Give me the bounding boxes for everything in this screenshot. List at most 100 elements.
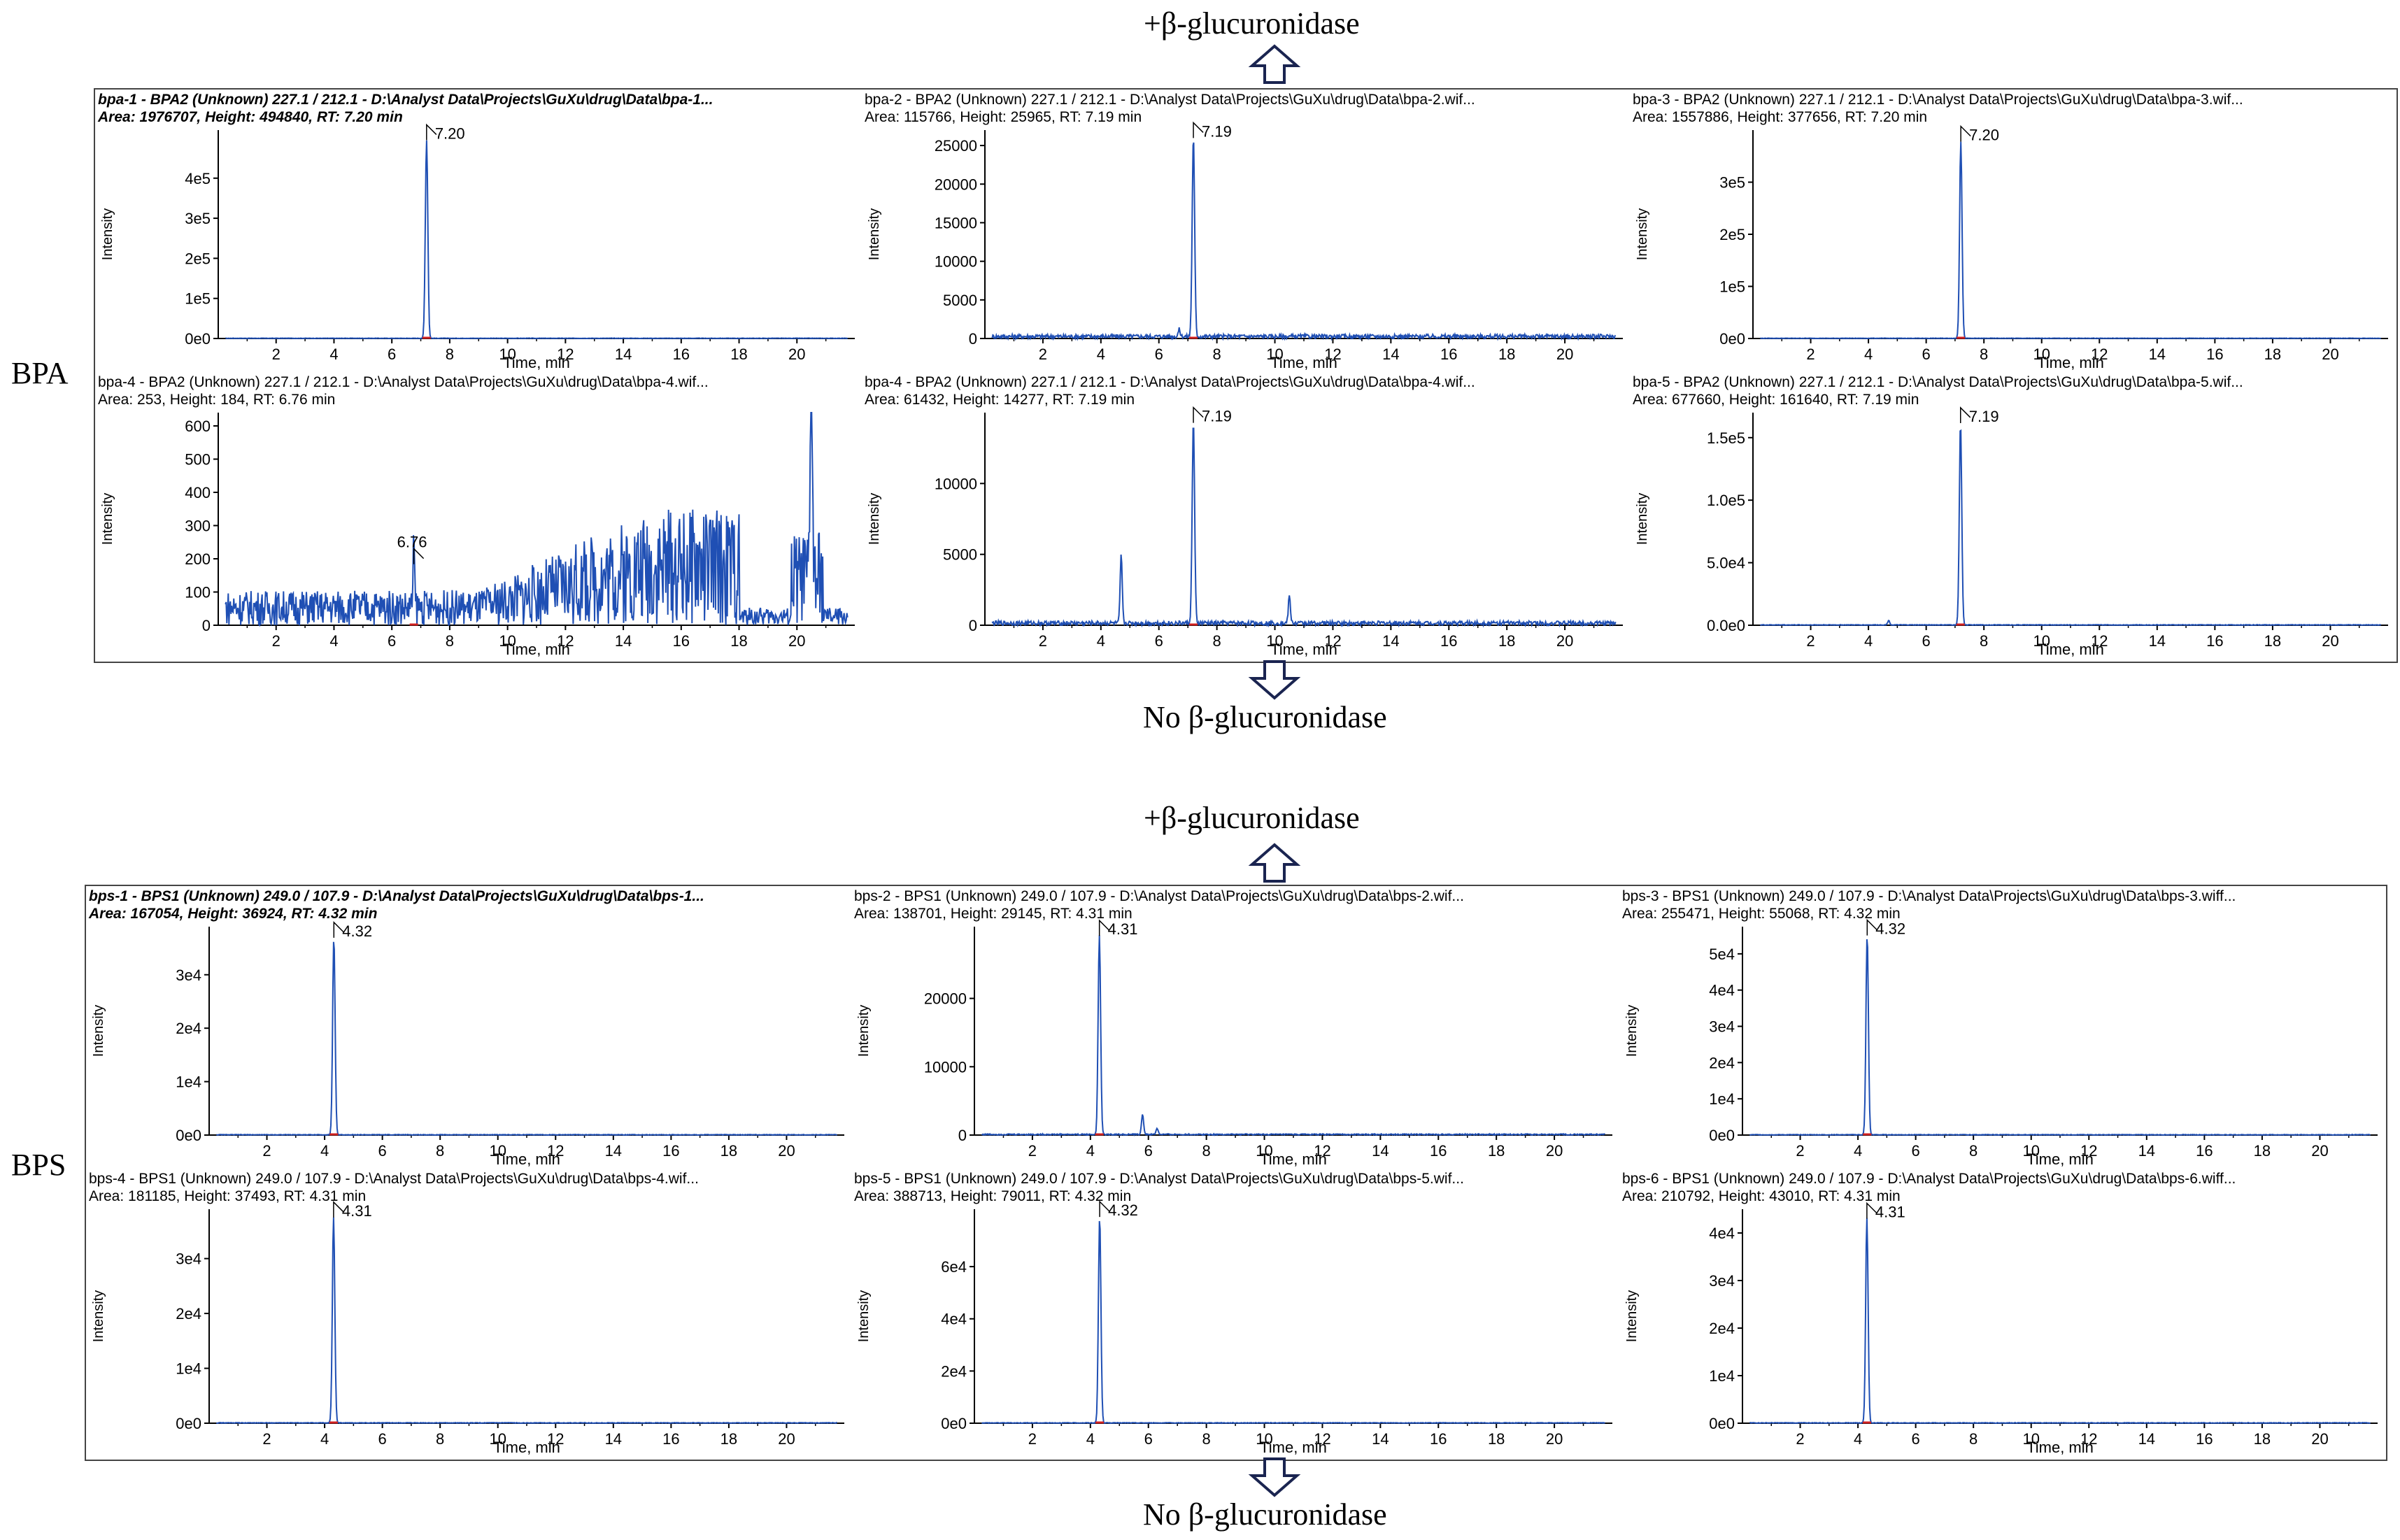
x-tick-label: 6 bbox=[1144, 1430, 1153, 1448]
x-tick-label: 12 bbox=[547, 1430, 564, 1448]
rt-label: 4.32 bbox=[1108, 1202, 1138, 1219]
x-tick-label: 4 bbox=[1854, 1430, 1862, 1448]
x-tick-label: 2 bbox=[1039, 345, 1047, 363]
x-tick-label: 12 bbox=[1314, 1430, 1330, 1448]
x-tick-label: 16 bbox=[2196, 1142, 2213, 1160]
y-tick-label: 4e4 bbox=[941, 1311, 967, 1328]
chromatogram-trace bbox=[991, 427, 1617, 628]
chromatogram-panel-1: bpa-1 - BPA2 (Unknown) 227.1 / 212.1 - D… bbox=[95, 90, 860, 372]
x-axis-label: Time, min bbox=[2026, 1150, 2094, 1168]
y-tick-label: 10000 bbox=[924, 1058, 967, 1076]
x-tick-label: 18 bbox=[2264, 632, 2281, 650]
chromatogram-trace bbox=[1749, 939, 2371, 1136]
x-tick-label: 4 bbox=[1864, 345, 1873, 363]
y-tick-label: 200 bbox=[185, 550, 211, 568]
y-tick-label: 1e5 bbox=[185, 290, 211, 308]
arrow-down-icon bbox=[1248, 660, 1301, 700]
x-axis-label: Time, min bbox=[2026, 1439, 2094, 1456]
rt-label: 6.76 bbox=[397, 534, 427, 551]
x-tick-label: 20 bbox=[1546, 1142, 1563, 1160]
y-tick-label: 4e5 bbox=[185, 170, 211, 187]
x-tick-label: 6 bbox=[388, 632, 396, 650]
x-tick-label: 20 bbox=[788, 345, 805, 363]
x-tick-label: 16 bbox=[2206, 345, 2223, 363]
x-tick-label: 18 bbox=[1498, 632, 1515, 650]
x-tick-label: 2 bbox=[1796, 1142, 1804, 1160]
x-axis-label: Time, min bbox=[1270, 354, 1337, 371]
bps-panel-group bbox=[85, 885, 2387, 1461]
y-tick-label: 1e4 bbox=[1709, 1367, 1735, 1385]
x-tick-label: 12 bbox=[557, 632, 574, 650]
y-tick-label: 3e5 bbox=[185, 210, 211, 227]
y-tick-label: 15000 bbox=[935, 214, 977, 231]
y-tick-label: 1e4 bbox=[1709, 1090, 1735, 1108]
rt-flag bbox=[1098, 919, 1110, 936]
rt-flag bbox=[413, 547, 425, 564]
y-tick-label: 3e4 bbox=[1709, 1272, 1735, 1290]
x-tick-label: 16 bbox=[2206, 632, 2223, 650]
x-axis-label: Time, min bbox=[2037, 354, 2104, 371]
x-tick-label: 2 bbox=[1796, 1430, 1804, 1448]
x-tick-label: 20 bbox=[778, 1430, 795, 1448]
rt-label: 7.20 bbox=[435, 124, 465, 142]
chromatogram-panel-4: bpa-4 - BPA2 (Unknown) 227.1 / 212.1 - D… bbox=[95, 372, 860, 659]
x-tick-label: 12 bbox=[547, 1142, 564, 1160]
y-tick-label: 400 bbox=[185, 484, 211, 501]
y-axis-label: Intensity bbox=[856, 1290, 872, 1342]
chromatogram-trace bbox=[991, 142, 1617, 341]
panel-title: bpa-5 - BPA2 (Unknown) 227.1 / 212.1 - D… bbox=[1633, 374, 2243, 390]
y-tick-label: 0e0 bbox=[185, 330, 211, 348]
rt-label: 4.32 bbox=[342, 922, 372, 940]
panel-title: bps-1 - BPS1 (Unknown) 249.0 / 107.9 - D… bbox=[89, 888, 704, 904]
y-axis-label: Intensity bbox=[856, 1005, 872, 1057]
chromatogram-trace bbox=[1760, 429, 2382, 627]
y-tick-label: 0e0 bbox=[176, 1415, 201, 1432]
panel-subtitle: Area: 61432, Height: 14277, RT: 7.19 min bbox=[865, 392, 1135, 408]
x-tick-label: 20 bbox=[1556, 632, 1573, 650]
x-tick-label: 6 bbox=[1155, 632, 1163, 650]
axis-lines bbox=[984, 413, 1623, 626]
y-tick-label: 0e0 bbox=[1719, 330, 1745, 348]
chromatogram-trace bbox=[216, 941, 837, 1136]
x-tick-label: 16 bbox=[1440, 632, 1457, 650]
panel-subtitle: Area: 115766, Height: 25965, RT: 7.19 mi… bbox=[865, 109, 1142, 125]
x-tick-label: 18 bbox=[1488, 1430, 1505, 1448]
panel-subtitle: Area: 1976707, Height: 494840, RT: 7.20 … bbox=[98, 109, 403, 125]
panel-subtitle: Area: 210792, Height: 43010, RT: 4.31 mi… bbox=[1622, 1188, 1901, 1204]
panel-title: bpa-2 - BPA2 (Unknown) 227.1 / 212.1 - D… bbox=[865, 92, 1475, 108]
y-tick-label: 5000 bbox=[943, 546, 977, 564]
x-tick-label: 20 bbox=[1556, 345, 1573, 363]
panel-title: bps-5 - BPS1 (Unknown) 249.0 / 107.9 - D… bbox=[854, 1171, 1464, 1187]
x-tick-label: 8 bbox=[1980, 632, 1988, 650]
x-tick-label: 12 bbox=[1324, 632, 1341, 650]
x-tick-label: 10 bbox=[2022, 1142, 2039, 1160]
x-tick-label: 2 bbox=[272, 345, 281, 363]
y-tick-label: 1e5 bbox=[1719, 278, 1745, 296]
chromatogram-panel-8: bps-2 - BPS1 (Unknown) 249.0 / 107.9 - D… bbox=[851, 886, 1618, 1169]
arrow-down-icon bbox=[1248, 1457, 1301, 1497]
x-tick-label: 4 bbox=[1097, 345, 1105, 363]
x-tick-label: 2 bbox=[272, 632, 281, 650]
x-tick-label: 10 bbox=[2033, 632, 2050, 650]
no-enzyme-label-top: No β-glucuronidase bbox=[1143, 700, 1387, 734]
plus-enzyme-label-top: +β-glucuronidase bbox=[1144, 6, 1360, 41]
y-tick-label: 20000 bbox=[935, 176, 977, 193]
x-tick-label: 2 bbox=[1039, 632, 1047, 650]
y-tick-label: 2e4 bbox=[941, 1362, 967, 1380]
x-tick-label: 10 bbox=[499, 345, 516, 363]
x-tick-label: 8 bbox=[446, 632, 454, 650]
chromatogram-plot: 2 4 6 8 10 12 14 16 18 20 0e0 1e4 2e4 3e4 4e4 Time, min… bbox=[1624, 1202, 2378, 1456]
x-tick-label: 18 bbox=[2254, 1430, 2271, 1448]
x-tick-label: 12 bbox=[1314, 1142, 1330, 1160]
panel-title: bpa-4 - BPA2 (Unknown) 227.1 / 212.1 - D… bbox=[865, 374, 1475, 390]
x-tick-label: 4 bbox=[1097, 632, 1105, 650]
chromatogram-plot: 2 4 6 8 10 12 14 16 18 200100200300400500600Time,… bbox=[100, 412, 855, 658]
panel-title: bpa-1 - BPA2 (Unknown) 227.1 / 212.1 - D… bbox=[98, 92, 713, 108]
panel-subtitle: Area: 1557886, Height: 377656, RT: 7.20 … bbox=[1633, 109, 1928, 125]
x-tick-label: 2 bbox=[1806, 345, 1815, 363]
x-tick-label: 20 bbox=[788, 632, 805, 650]
chromatogram-panel-2: bpa-2 - BPA2 (Unknown) 227.1 / 212.1 - D… bbox=[862, 90, 1628, 372]
chromatogram-trace bbox=[225, 140, 848, 340]
x-tick-label: 8 bbox=[436, 1430, 444, 1448]
x-tick-label: 4 bbox=[320, 1430, 329, 1448]
